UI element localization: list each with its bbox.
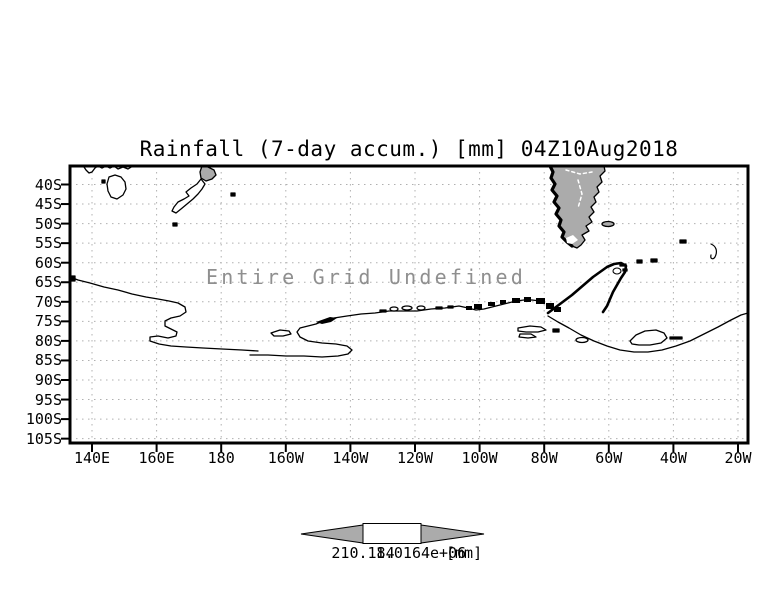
x-tick-label: 20W: [724, 449, 752, 467]
y-tick-label: 75S: [34, 312, 62, 331]
x-tick-label: 180: [207, 449, 235, 467]
y-tick-label: 60S: [34, 253, 62, 272]
island-dot: [230, 192, 236, 197]
island-arc: [710, 243, 717, 260]
island-dot: [172, 222, 178, 227]
y-tick-label: 90S: [34, 371, 62, 389]
y-tick-label: 80S: [34, 331, 62, 350]
x-tick-label: 40W: [659, 449, 687, 467]
y-tick-label: 65S: [34, 273, 62, 292]
coastline-chile-fjords: [548, 166, 574, 248]
island-loop: [575, 336, 589, 344]
y-tick-label: 40S: [34, 175, 62, 194]
island-loop: [416, 305, 426, 311]
island-dash: [622, 268, 628, 272]
x-tick-label: 140W: [332, 449, 369, 467]
coast-blob: [316, 317, 337, 324]
colorbar: [300, 523, 485, 544]
island-dash: [552, 328, 560, 333]
island-loop: [612, 267, 622, 275]
y-tick-label: 70S: [34, 292, 62, 311]
island-dash: [619, 263, 627, 267]
colorbar-right-value: 1.0164e+06: [375, 544, 467, 562]
island-ross: [270, 329, 292, 337]
coastline-ross-shelf: [249, 320, 353, 358]
x-tick-label: 160W: [267, 449, 304, 467]
x-tick-label: 60W: [595, 449, 623, 467]
island-elongated: [518, 333, 537, 339]
y-tick-label: 85S: [34, 351, 62, 370]
island-elongated: [517, 325, 547, 333]
island-dash: [679, 239, 687, 244]
y-tick-label: 55S: [34, 234, 62, 253]
border-chile-argentina: [565, 169, 593, 175]
y-tick-label: 45S: [34, 195, 62, 214]
x-tick-label: 140E: [73, 449, 111, 467]
coastline-antarctic-peninsula: [546, 261, 628, 315]
colorbar-right-arrow: [420, 524, 485, 544]
island-dot: [101, 179, 106, 184]
island-dash: [636, 259, 643, 264]
island-loop: [389, 306, 399, 312]
axis-ticks: [61, 183, 739, 452]
island-dash: [447, 305, 454, 309]
coast-blob: [70, 275, 76, 282]
tierra-del-fuego-patch: [566, 235, 578, 244]
x-tick-label: 100W: [461, 449, 498, 467]
colorbar-left-arrow: [300, 524, 364, 544]
island-dash: [669, 336, 683, 340]
island-loop: [401, 305, 413, 311]
coastline-tasmania: [106, 174, 127, 200]
plot-title: Rainfall (7-day accum.) [mm] 04Z10Aug201…: [139, 137, 679, 161]
plot-frame: [68, 164, 750, 445]
island-dash: [650, 258, 658, 263]
colorbar-left-value: 210.184: [331, 544, 395, 562]
x-tick-label: 80W: [530, 449, 558, 467]
x-tick-label: 160E: [138, 449, 175, 467]
island-dash: [435, 306, 443, 310]
coastline-antarctica-east: [547, 312, 748, 353]
undefined-grid-message: Entire Grid Undefined: [205, 265, 527, 289]
colorbar-box: [362, 523, 422, 544]
coastline-antarctica-west: [70, 276, 259, 352]
grid-lines: [70, 166, 748, 443]
y-tick-label: 50S: [34, 214, 62, 233]
coastline-nz-south: [171, 178, 206, 214]
island-dash: [379, 309, 387, 313]
coast-ragged-cluster: [466, 297, 561, 312]
island-loop-large: [629, 329, 668, 346]
island-falklands: [601, 220, 615, 228]
coastline-nz-north: [199, 166, 217, 182]
y-tick-label: 105S: [25, 429, 62, 448]
border-chile-argentina: [577, 179, 583, 209]
x-tick-label: 120W: [396, 449, 434, 467]
colorbar-unit: [mm]: [446, 544, 483, 562]
y-tick-label: 95S: [34, 390, 62, 409]
coastline-antarctica-mid: [322, 299, 541, 322]
y-tick-label: 100S: [25, 410, 62, 429]
